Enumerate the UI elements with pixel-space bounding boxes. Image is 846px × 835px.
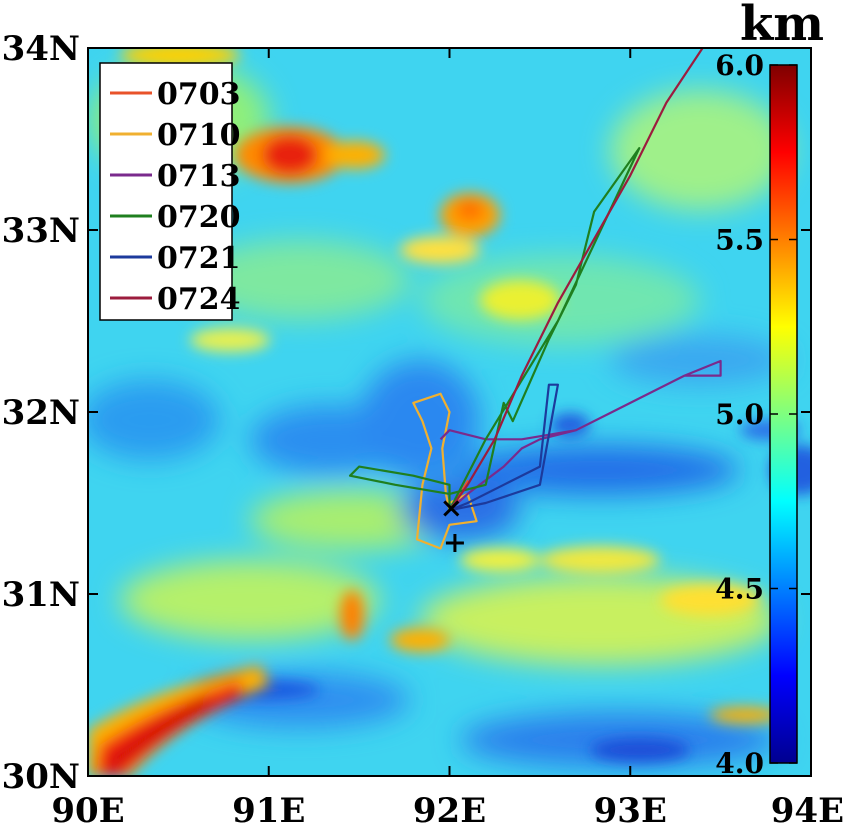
flight-tracks <box>349 48 722 550</box>
colorbar-ticks: 4.0 4.5 5.0 5.5 6.0 <box>715 49 797 780</box>
legend-entries: 0703 0710 0713 0720 0721 0724 <box>110 77 241 317</box>
x-tick-label: 94E <box>771 791 844 831</box>
elevation-field <box>88 48 811 776</box>
colorbar-tick-label: 5.0 <box>715 398 764 431</box>
field-peaks <box>120 48 811 762</box>
x-tick-label: 91E <box>232 791 305 831</box>
x-tick-label: 92E <box>413 791 486 831</box>
field-broad-blobs <box>88 60 790 768</box>
site-markers <box>443 500 464 553</box>
legend-label-0720: 0720 <box>157 200 241 235</box>
legend-label-0703: 0703 <box>157 77 241 112</box>
field-southwest-ridge <box>88 665 270 776</box>
x-tick-label: 93E <box>594 791 667 831</box>
colorbar-tick-label: 5.5 <box>715 224 764 257</box>
y-tick-label: 30N <box>2 757 80 797</box>
y-tick-label: 32N <box>2 393 80 433</box>
axis-ticks: 90E 91E 92E 93E 94E 30N 31N 32N 33N 34N <box>2 29 844 831</box>
legend-box <box>99 62 233 321</box>
colorbar-tick-label: 4.5 <box>715 573 764 606</box>
legend-label-0710: 0710 <box>157 118 241 153</box>
legend-label-0724: 0724 <box>157 282 241 317</box>
x-marker <box>443 500 460 517</box>
legend: 0703 0710 0713 0720 0721 0724 <box>99 62 241 321</box>
colorbar-tick-label: 4.0 <box>715 747 764 780</box>
y-tick-label: 31N <box>2 575 80 615</box>
plus-marker <box>445 534 464 553</box>
legend-label-0713: 0713 <box>157 159 241 194</box>
x-tick-label: 90E <box>51 791 124 831</box>
legend-label-0721: 0721 <box>157 241 241 276</box>
y-tick-label: 34N <box>2 29 80 69</box>
track-0724 <box>448 48 704 511</box>
track-0713 <box>439 359 722 512</box>
unit-label: km <box>740 0 824 52</box>
colorbar-tick-label: 6.0 <box>715 49 764 82</box>
y-tick-label: 33N <box>2 211 80 251</box>
track-0721 <box>449 383 559 512</box>
